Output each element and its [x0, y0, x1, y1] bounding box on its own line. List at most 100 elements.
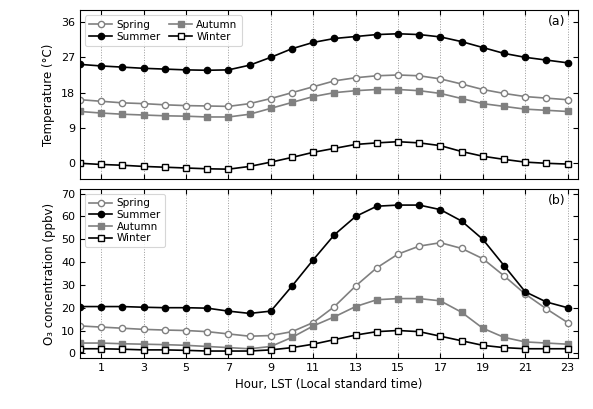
Winter — [98, 346, 105, 351]
Summer — [246, 63, 253, 67]
Spring — [76, 324, 84, 328]
Summer — [500, 51, 508, 56]
Spring — [161, 328, 168, 333]
Autumn — [161, 113, 168, 118]
Winter — [500, 157, 508, 162]
Text: (b): (b) — [548, 194, 566, 207]
Winter — [352, 333, 359, 337]
Autumn — [246, 346, 253, 351]
Winter — [288, 155, 295, 160]
Spring — [394, 72, 401, 77]
Summer — [183, 305, 190, 310]
Winter — [416, 329, 423, 334]
Summer — [140, 66, 147, 71]
Winter — [437, 334, 444, 339]
Autumn — [225, 345, 232, 350]
Summer — [543, 299, 550, 304]
Winter — [161, 347, 168, 352]
Summer — [183, 67, 190, 72]
Summer — [310, 257, 317, 262]
Spring — [225, 104, 232, 109]
Autumn — [183, 343, 190, 348]
Autumn — [331, 90, 338, 95]
Winter — [183, 348, 190, 353]
Spring — [458, 81, 465, 86]
Summer — [564, 305, 571, 310]
Summer — [373, 32, 380, 37]
Summer — [288, 46, 295, 51]
Summer — [437, 207, 444, 212]
Summer — [352, 214, 359, 219]
Spring — [225, 331, 232, 336]
Line: Spring: Spring — [77, 72, 570, 110]
Winter — [522, 160, 529, 164]
Autumn — [500, 335, 508, 340]
Line: Winter: Winter — [77, 139, 570, 172]
Summer — [203, 68, 211, 73]
Autumn — [437, 91, 444, 96]
Spring — [140, 101, 147, 106]
Winter — [564, 346, 571, 351]
Winter — [543, 161, 550, 166]
Spring — [140, 327, 147, 332]
Spring — [373, 73, 380, 78]
Autumn — [479, 326, 486, 331]
Spring — [564, 97, 571, 102]
Autumn — [416, 88, 423, 93]
Summer — [140, 305, 147, 310]
Summer — [394, 202, 401, 207]
Winter — [437, 143, 444, 148]
Winter — [161, 165, 168, 170]
Summer — [479, 237, 486, 242]
Winter — [373, 140, 380, 145]
Winter — [98, 162, 105, 167]
Autumn — [119, 112, 126, 117]
Autumn — [76, 109, 84, 114]
Winter — [352, 142, 359, 147]
Summer — [394, 31, 401, 36]
Winter — [140, 164, 147, 169]
Summer — [458, 39, 465, 44]
Line: Summer: Summer — [77, 202, 570, 317]
Autumn — [564, 342, 571, 347]
Summer — [225, 309, 232, 314]
Autumn — [500, 104, 508, 109]
Spring — [98, 325, 105, 330]
Autumn — [203, 344, 211, 349]
Winter — [479, 154, 486, 159]
Spring — [458, 246, 465, 251]
Summer — [161, 305, 168, 310]
Autumn — [140, 342, 147, 347]
Winter — [140, 347, 147, 352]
Line: Autumn: Autumn — [77, 296, 570, 351]
Summer — [119, 304, 126, 309]
Winter — [288, 345, 295, 350]
Summer — [119, 65, 126, 70]
Spring — [500, 273, 508, 278]
Autumn — [352, 304, 359, 309]
Winter — [500, 345, 508, 350]
Spring — [479, 256, 486, 261]
Summer — [267, 309, 275, 314]
Autumn — [288, 100, 295, 105]
Autumn — [522, 107, 529, 112]
Spring — [373, 265, 380, 270]
Summer — [416, 32, 423, 37]
Winter — [76, 346, 84, 351]
Summer — [352, 34, 359, 39]
Autumn — [140, 112, 147, 117]
Winter — [458, 149, 465, 154]
Spring — [267, 333, 275, 338]
Winter — [543, 346, 550, 351]
Autumn — [373, 297, 380, 302]
Autumn — [288, 335, 295, 340]
Spring — [564, 320, 571, 325]
Line: Spring: Spring — [77, 240, 570, 339]
Spring — [416, 244, 423, 249]
Spring — [203, 103, 211, 108]
Autumn — [373, 87, 380, 92]
Summer — [543, 58, 550, 63]
Spring — [76, 97, 84, 102]
Summer — [331, 232, 338, 237]
Spring — [352, 283, 359, 288]
